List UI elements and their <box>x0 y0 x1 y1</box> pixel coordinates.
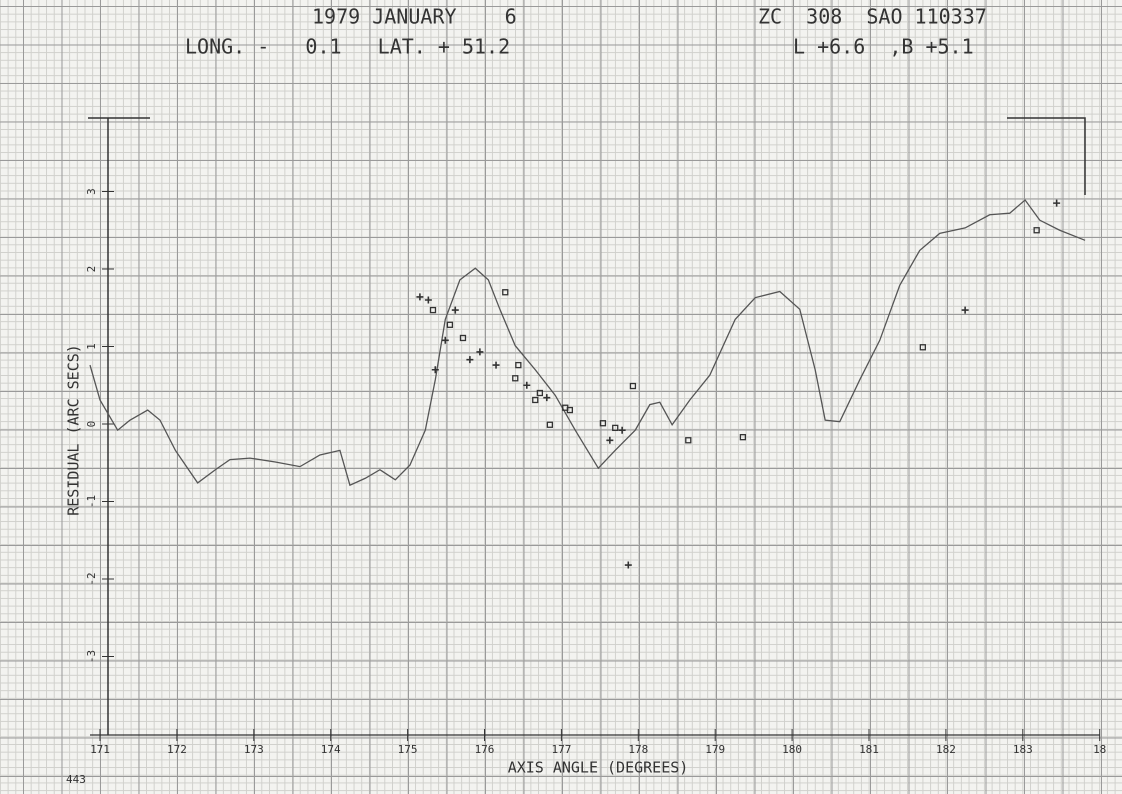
x-tick-label: 183 <box>1013 743 1033 756</box>
chart-title: 1979 JANUARY 6 <box>312 5 517 29</box>
plus-point <box>424 296 432 304</box>
x-tick-label: 182 <box>936 743 956 756</box>
page-number: 443 <box>66 773 86 786</box>
x-axis-label: AXIS ANGLE (DEGREES) <box>508 759 689 777</box>
square-point <box>599 420 607 427</box>
x-tick-label: 18 <box>1093 743 1106 756</box>
plus-point <box>523 381 531 389</box>
x-tick-label: 177 <box>551 743 571 756</box>
plus-point <box>466 356 474 364</box>
square-point <box>532 396 539 404</box>
x-tick-label: 175 <box>398 743 418 756</box>
x-tick-label: 179 <box>705 743 725 756</box>
plus-point <box>543 394 551 402</box>
y-tick-label: 0 <box>85 421 98 428</box>
square-point <box>1033 227 1040 234</box>
x-tick-label: 171 <box>90 743 110 756</box>
square-point <box>446 321 454 328</box>
profile-line <box>89 199 1086 487</box>
plus-point <box>961 306 969 314</box>
plus-point <box>441 336 449 344</box>
square-point <box>919 344 926 351</box>
frame-bracket <box>88 117 1086 195</box>
x-tick-label: 174 <box>321 743 341 756</box>
plus-point <box>618 426 626 434</box>
x-tick-label: 172 <box>167 743 187 756</box>
x-tick-label: 178 <box>628 743 648 756</box>
y-tick-label: 1 <box>85 343 98 350</box>
square-point <box>459 334 467 342</box>
square-point <box>685 437 692 444</box>
x-tick-label: 173 <box>244 743 264 756</box>
plus-point <box>431 366 439 374</box>
square-point <box>566 406 574 414</box>
librations: L +6.6 ,B +5.1 <box>793 35 974 59</box>
y-tick-label: -3 <box>85 650 98 663</box>
square-point <box>546 421 554 428</box>
square-point <box>629 382 637 390</box>
y-axis-label: RESIDUAL (ARC SECS) <box>65 344 83 516</box>
plus-point <box>476 348 484 356</box>
square-point <box>429 306 437 314</box>
plus-point <box>492 361 500 369</box>
star-id: ZC 308 SAO 110337 <box>758 5 987 29</box>
location: LONG. - 0.1 LAT. + 51.2 <box>185 35 510 59</box>
plus-point <box>416 293 424 301</box>
plus-point <box>1053 199 1061 207</box>
y-tick-label: 3 <box>85 188 98 195</box>
square-point <box>515 361 522 369</box>
plus-point <box>624 561 632 569</box>
y-tick-label: 2 <box>85 266 98 273</box>
x-tick-label: 180 <box>782 743 802 756</box>
square-point <box>502 289 509 296</box>
square-point <box>536 389 544 397</box>
square-point <box>512 375 519 382</box>
square-point <box>612 424 619 432</box>
y-tick-label: -1 <box>85 495 98 508</box>
plus-point <box>606 436 614 444</box>
square-point <box>739 434 747 441</box>
y-tick-label: -2 <box>85 572 98 585</box>
x-tick-label: 176 <box>475 743 495 756</box>
x-tick-label: 181 <box>859 743 879 756</box>
plus-point <box>451 306 459 314</box>
